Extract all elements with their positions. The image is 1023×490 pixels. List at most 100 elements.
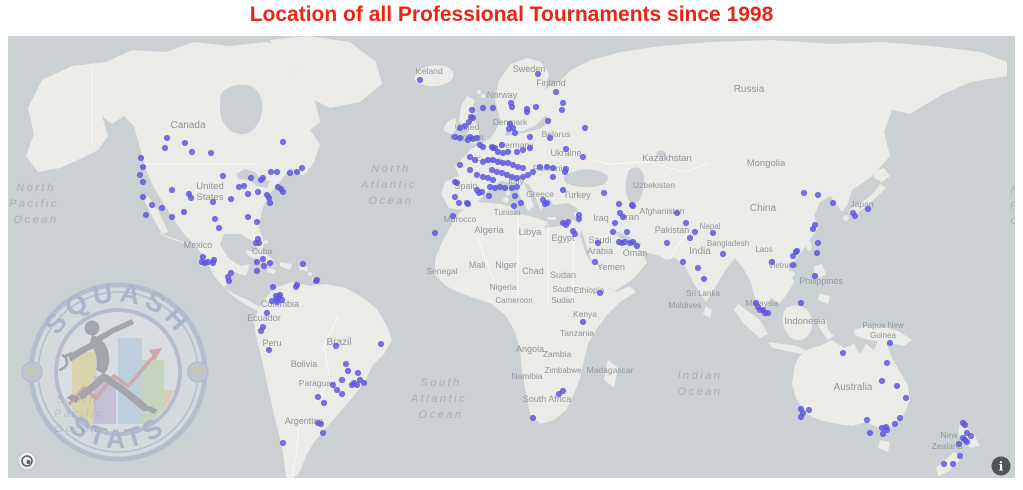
tournament-dot[interactable] [686,234,694,242]
tournament-dot[interactable] [329,381,337,389]
tournament-dot[interactable] [886,339,894,347]
tournament-dot[interactable] [188,148,196,156]
tournament-dot[interactable] [559,99,567,107]
tournament-dot[interactable] [451,193,459,201]
tournament-dot[interactable] [793,247,801,255]
tournament-dot[interactable] [269,283,277,291]
tournament-dot[interactable] [534,70,542,78]
tournament-dot[interactable] [805,406,813,414]
tournament-dot[interactable] [486,183,494,191]
tournament-dot[interactable] [265,194,273,202]
tournament-dot[interactable] [471,156,479,164]
attribution-info-button[interactable]: i [991,456,1011,476]
tournament-dot[interactable] [504,159,512,167]
tournament-dot[interactable] [473,171,481,179]
tournament-dot[interactable] [571,230,579,238]
tournament-dot[interactable] [600,189,608,197]
tournament-dot[interactable] [293,168,301,176]
tournament-dot[interactable] [259,255,267,263]
tournament-dot[interactable] [532,103,540,111]
tournament-dot[interactable] [168,186,176,194]
tournament-dot[interactable] [509,124,517,132]
tournament-dot[interactable] [549,173,557,181]
tournament-dot[interactable] [611,219,619,227]
tournament-dot[interactable] [513,174,521,182]
tournament-dot[interactable] [883,426,891,434]
tournament-dot[interactable] [789,252,797,260]
tournament-dot[interactable] [468,106,476,114]
tournament-dot[interactable] [493,168,501,176]
tournament-dot[interactable] [508,173,516,181]
tournament-dot[interactable] [267,168,275,176]
tournament-dot[interactable] [529,168,537,176]
tournament-dot[interactable] [475,189,483,197]
tournament-dot[interactable] [809,225,817,233]
tournament-dot[interactable] [260,262,268,270]
tournament-dot[interactable] [464,200,472,208]
tournament-dot[interactable] [552,88,560,96]
tournament-dot[interactable] [513,148,521,156]
tournament-dot[interactable] [187,194,195,202]
tournament-dot[interactable] [464,136,472,144]
tournament-dot[interactable] [579,318,587,326]
tournament-dot[interactable] [864,205,872,213]
tournament-dot[interactable] [488,166,496,174]
tournament-dot[interactable] [263,309,271,317]
tournament-dot[interactable] [700,275,708,283]
tournament-dot[interactable] [253,267,261,275]
tournament-dot[interactable] [139,163,147,171]
tournament-dot[interactable] [298,164,306,172]
tournament-dot[interactable] [320,399,328,407]
tournament-dot[interactable] [455,199,463,207]
tournament-dot[interactable] [519,164,527,172]
tournament-dot[interactable] [623,228,631,236]
tournament-dot[interactable] [609,228,617,236]
tournament-dot[interactable] [453,179,461,187]
tournament-dot[interactable] [562,145,570,153]
tournament-dot[interactable] [210,256,218,264]
tournament-dot[interactable] [314,393,322,401]
tournament-dot[interactable] [354,369,362,377]
tournament-dot[interactable] [883,359,891,367]
tournament-dot[interactable] [253,258,261,266]
tournament-dot[interactable] [513,183,521,191]
tournament-dot[interactable] [273,295,281,303]
tournament-dot[interactable] [789,261,797,269]
tournament-dot[interactable] [891,420,899,428]
tournament-dot[interactable] [479,158,487,166]
tournament-dot[interactable] [148,201,156,209]
tournament-dot[interactable] [878,377,886,385]
tournament-dot[interactable] [293,281,301,289]
tournament-dot[interactable] [519,146,527,154]
tournament-dot[interactable] [591,258,599,266]
tournament-dot[interactable] [456,134,464,142]
tournament-dot[interactable] [501,184,509,192]
tournament-dot[interactable] [549,164,557,172]
tournament-dot[interactable] [691,228,699,236]
tournament-dot[interactable] [811,272,819,280]
tournament-dot[interactable] [333,386,341,394]
tournament-dot[interactable] [544,117,552,125]
tournament-dot[interactable] [575,211,583,219]
tournament-dot[interactable] [628,201,636,209]
tournament-dot[interactable] [299,260,307,268]
tournament-dot[interactable] [621,238,629,246]
tournament-dot[interactable] [266,259,274,267]
tournament-dot[interactable] [511,129,519,137]
tournament-dot[interactable] [949,460,957,468]
tournament-dot[interactable] [235,183,243,191]
tournament-dot[interactable] [244,190,252,198]
tournament-dot[interactable] [466,166,474,174]
tournament-dot[interactable] [581,124,589,132]
tournament-dot[interactable] [797,299,805,307]
tournament-dot[interactable] [813,249,821,257]
tournament-dot[interactable] [161,144,169,152]
tournament-dot[interactable] [451,133,459,141]
tournament-dot[interactable] [240,182,248,190]
tournament-dot[interactable] [278,296,286,304]
tournament-dot[interactable] [461,122,469,130]
tournament-dot[interactable] [526,133,534,141]
tournament-dot[interactable] [253,218,261,226]
tournament-dot[interactable] [484,174,492,182]
tournament-dot[interactable] [484,156,492,164]
